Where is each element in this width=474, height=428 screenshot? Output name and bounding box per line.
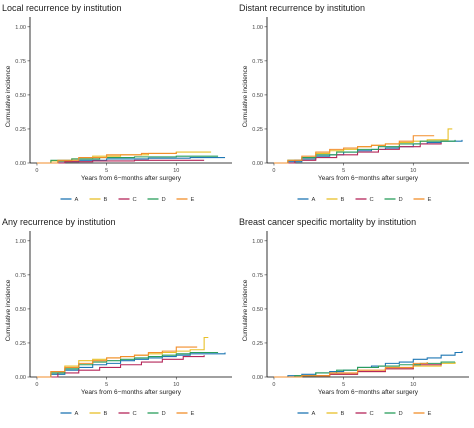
y-tick-label: 0.25 <box>252 127 263 133</box>
x-tick-label: 5 <box>105 382 108 388</box>
series-line-c <box>36 355 205 378</box>
legend-label-e: E <box>428 197 432 203</box>
chart-panel: Any recurrence by institution 0.00 0.25 0.5… <box>2 217 232 417</box>
legend-label-a: A <box>312 411 316 417</box>
legend-label-d: D <box>162 411 166 417</box>
chart-panel: Breast cancer specific mortality by inst… <box>239 217 469 417</box>
series-line-e <box>273 135 435 164</box>
series-line-a <box>273 139 463 164</box>
x-axis-label: Years from 6−months after surgery <box>318 175 419 182</box>
x-axis-label: Years from 6−months after surgery <box>318 389 419 396</box>
chart-title: Any recurrence by institution <box>2 217 116 227</box>
series-line-b <box>273 128 453 164</box>
series-line-e <box>36 346 198 378</box>
x-axis-label: Years from 6−months after surgery <box>81 175 182 182</box>
y-axis-label: Cumulative incidence <box>242 65 249 127</box>
legend-label-e: E <box>191 411 195 417</box>
y-tick-label: 1.00 <box>15 239 26 245</box>
legend-label-b: B <box>104 411 108 417</box>
y-tick-label: 1.00 <box>252 239 263 245</box>
y-tick-label: 0.75 <box>252 273 263 279</box>
y-tick-label: 1.00 <box>252 25 263 31</box>
legend-label-b: B <box>104 197 108 203</box>
series-line-d <box>36 155 219 164</box>
x-axis-label: Years from 6−months after surgery <box>81 389 182 396</box>
chart-panel: Local recurrence by institution 0.00 0.25 0… <box>2 3 232 203</box>
legend-label-d: D <box>399 197 403 203</box>
chart-title: Breast cancer specific mortality by inst… <box>239 217 416 227</box>
x-tick-label: 10 <box>410 382 416 388</box>
y-tick-label: 0.50 <box>15 307 26 313</box>
y-tick-label: 0.00 <box>252 375 263 381</box>
x-tick-label: 0 <box>35 168 38 174</box>
y-tick-label: 0.50 <box>15 93 26 99</box>
legend-label-c: C <box>133 411 137 417</box>
legend-label-c: C <box>370 411 374 417</box>
x-tick-label: 10 <box>410 168 416 174</box>
x-tick-label: 10 <box>173 168 179 174</box>
legend-label-c: C <box>133 197 137 203</box>
legend-label-b: B <box>341 197 345 203</box>
y-tick-label: 0.75 <box>15 59 26 65</box>
legend-label-e: E <box>428 411 432 417</box>
y-tick-label: 1.00 <box>15 25 26 31</box>
y-tick-label: 0.75 <box>252 59 263 65</box>
chart-title: Local recurrence by institution <box>2 3 122 13</box>
x-tick-label: 0 <box>272 168 275 174</box>
chart-title: Distant recurrence by institution <box>239 3 365 13</box>
y-tick-label: 0.25 <box>252 341 263 347</box>
series-line-c <box>36 159 205 164</box>
x-tick-label: 5 <box>105 168 108 174</box>
series-line-d <box>273 139 456 164</box>
x-tick-label: 10 <box>173 382 179 388</box>
legend-label-c: C <box>370 197 374 203</box>
legend-label-d: D <box>162 197 166 203</box>
y-tick-label: 0.00 <box>15 161 26 167</box>
y-axis-label: Cumulative incidence <box>5 65 12 127</box>
y-tick-label: 0.50 <box>252 307 263 313</box>
chart-panel: Distant recurrence by institution 0.00 0.2… <box>239 3 469 203</box>
y-tick-label: 0.25 <box>15 341 26 347</box>
y-tick-label: 0.75 <box>15 273 26 279</box>
x-tick-label: 0 <box>35 382 38 388</box>
y-axis-label: Cumulative incidence <box>242 279 249 341</box>
y-tick-label: 0.25 <box>15 127 26 133</box>
legend-label-a: A <box>75 411 79 417</box>
legend-label-b: B <box>341 411 345 417</box>
y-axis-label: Cumulative incidence <box>5 279 12 341</box>
legend-label-e: E <box>191 197 195 203</box>
x-tick-label: 5 <box>342 382 345 388</box>
series-line-e <box>273 362 428 378</box>
x-tick-label: 5 <box>342 168 345 174</box>
legend-label-a: A <box>312 197 316 203</box>
x-tick-label: 0 <box>272 382 275 388</box>
legend-label-a: A <box>75 197 79 203</box>
y-tick-label: 0.00 <box>252 161 263 167</box>
y-tick-label: 0.50 <box>252 93 263 99</box>
series-line-a <box>273 351 463 378</box>
series-line-e <box>36 152 177 164</box>
y-tick-label: 0.00 <box>15 375 26 381</box>
legend-label-d: D <box>399 411 403 417</box>
